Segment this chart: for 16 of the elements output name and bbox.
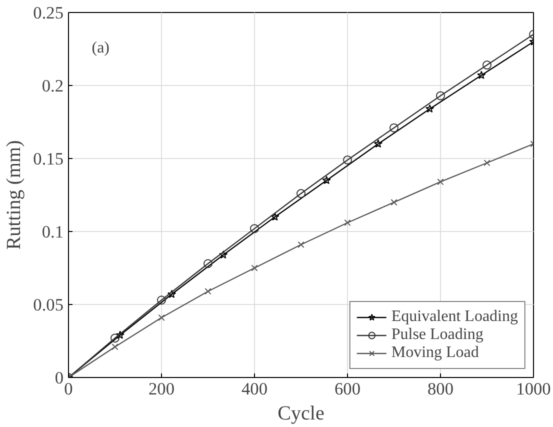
annotation: (a) — [92, 39, 110, 56]
legend-label: Moving Load — [391, 344, 479, 362]
y-tick-label: 0.15 — [33, 150, 64, 168]
legend-label: Pulse Loading — [391, 326, 484, 344]
x-tick-label: 600 — [334, 380, 361, 398]
y-tick-label: 0.05 — [33, 296, 64, 314]
y-axis-title: Rutting (mm) — [3, 140, 26, 250]
x-tick-label: 200 — [148, 380, 175, 398]
legend-label: Equivalent Loading — [391, 308, 518, 326]
x-axis-title: Cycle — [278, 402, 324, 424]
y-tick-label: 0.2 — [42, 76, 64, 96]
x-tick-label: 400 — [242, 380, 268, 398]
x-tick-label: 800 — [428, 380, 454, 398]
y-tick-label: 0.1 — [42, 222, 64, 242]
x-tick-label: 1000 — [516, 380, 551, 398]
y-tick-label: 0.25 — [33, 4, 64, 22]
